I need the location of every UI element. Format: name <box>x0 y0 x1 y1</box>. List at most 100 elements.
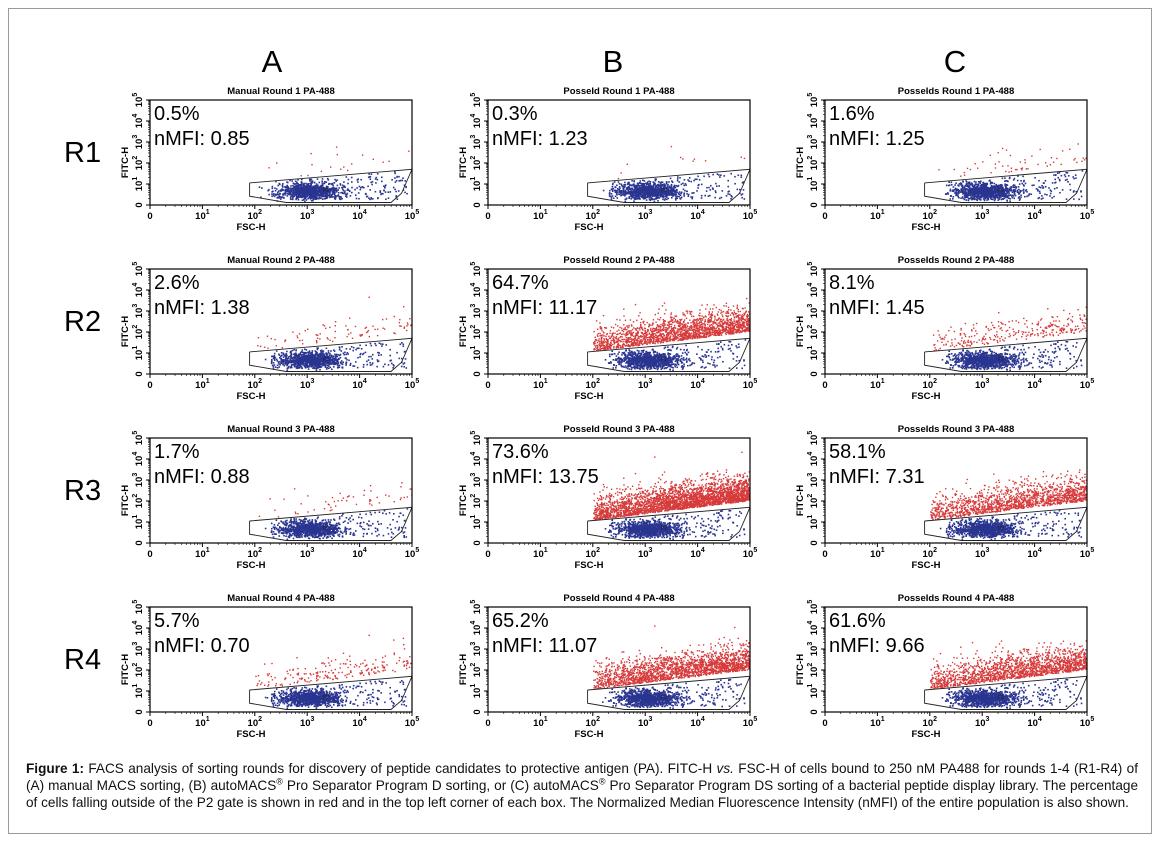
event-in-gate <box>390 359 392 362</box>
event-in-gate <box>742 189 745 191</box>
event-in-gate <box>663 199 666 201</box>
event-in-gate <box>296 354 298 357</box>
event-in-gate <box>1040 186 1042 189</box>
event-in-gate <box>277 191 279 194</box>
event-in-gate <box>313 186 316 188</box>
event-in-gate <box>280 355 282 358</box>
event-in-gate <box>332 358 334 360</box>
event-outside-gate <box>1056 157 1058 160</box>
event-in-gate <box>971 188 974 190</box>
event-in-gate <box>1007 191 1010 193</box>
event-in-gate <box>360 186 362 189</box>
event-in-gate <box>267 189 269 192</box>
event-in-gate <box>314 362 317 365</box>
event-in-gate <box>1023 179 1025 182</box>
event-in-gate <box>300 351 302 354</box>
event-outside-gate <box>403 326 406 328</box>
event-in-gate <box>319 369 321 371</box>
event-in-gate <box>275 358 278 361</box>
event-in-gate <box>1011 191 1014 194</box>
event-outside-gate <box>349 317 351 319</box>
event-in-gate <box>297 191 300 193</box>
event-in-gate <box>360 348 363 350</box>
event-outside-gate <box>322 324 324 326</box>
event-in-gate <box>315 364 318 366</box>
event-in-gate <box>1018 183 1021 185</box>
event-in-gate <box>292 195 294 198</box>
event-in-gate <box>367 185 369 188</box>
event-in-gate <box>306 360 308 363</box>
event-in-gate <box>316 195 318 198</box>
event-in-gate <box>960 191 962 194</box>
event-outside-gate <box>315 340 318 342</box>
event-in-gate <box>295 357 298 360</box>
event-in-gate <box>965 191 968 193</box>
event-in-gate <box>671 194 673 197</box>
event-in-gate <box>333 357 336 360</box>
event-in-gate <box>302 362 304 364</box>
event-in-gate <box>654 193 656 196</box>
y-tick-exponent: 3 <box>470 135 477 139</box>
event-in-gate <box>336 184 339 187</box>
event-in-gate <box>286 354 288 357</box>
x-axis-label: FSC-H <box>911 222 940 233</box>
event-in-gate <box>1004 188 1006 190</box>
y-tick-label: 104 <box>807 114 820 129</box>
event-in-gate <box>661 181 664 184</box>
row-header-R1: R1 <box>64 137 101 169</box>
event-in-gate <box>653 195 656 197</box>
event-outside-gate <box>1016 168 1018 171</box>
event-in-gate <box>304 367 307 369</box>
x-axis-label: FSC-H <box>574 222 603 233</box>
event-in-gate <box>968 193 970 196</box>
event-in-gate <box>293 191 296 194</box>
event-in-gate <box>635 185 638 187</box>
event-in-gate <box>634 184 636 187</box>
event-in-gate <box>342 189 345 192</box>
event-outside-gate <box>1039 148 1041 151</box>
event-in-gate <box>716 173 719 175</box>
event-in-gate <box>368 173 370 175</box>
event-in-gate <box>333 363 335 366</box>
event-in-gate <box>944 193 947 195</box>
event-in-gate <box>332 355 335 358</box>
event-in-gate <box>333 362 335 364</box>
event-in-gate <box>630 194 632 197</box>
event-in-gate <box>321 189 323 192</box>
event-in-gate <box>288 361 290 364</box>
event-in-gate <box>317 354 320 356</box>
event-in-gate <box>968 186 971 188</box>
event-outside-gate <box>399 325 401 327</box>
event-in-gate <box>683 179 686 181</box>
event-in-gate <box>645 190 648 192</box>
event-in-gate <box>331 190 334 193</box>
event-in-gate <box>320 359 322 361</box>
event-in-gate <box>969 195 972 197</box>
event-in-gate <box>1023 185 1025 187</box>
event-in-gate <box>952 189 955 192</box>
event-in-gate <box>324 187 326 189</box>
event-in-gate <box>978 195 981 198</box>
event-in-gate <box>973 195 976 198</box>
event-in-gate <box>305 364 307 366</box>
event-in-gate <box>330 359 333 361</box>
event-in-gate <box>662 190 664 193</box>
event-in-gate <box>403 365 405 368</box>
event-in-gate <box>404 191 406 194</box>
event-in-gate <box>624 195 626 197</box>
event-in-gate <box>321 353 324 355</box>
event-in-gate <box>310 180 313 183</box>
event-in-gate <box>990 195 992 197</box>
x-tick-label: 103 <box>638 209 653 222</box>
event-outside-gate <box>340 168 342 170</box>
event-in-gate <box>614 195 617 198</box>
event-in-gate <box>315 183 318 185</box>
event-in-gate <box>394 171 396 173</box>
event-in-gate <box>616 193 618 196</box>
event-outside-gate <box>977 167 979 169</box>
event-in-gate <box>644 185 646 188</box>
event-in-gate <box>961 187 964 189</box>
event-in-gate <box>964 189 967 191</box>
event-outside-gate <box>334 330 336 333</box>
